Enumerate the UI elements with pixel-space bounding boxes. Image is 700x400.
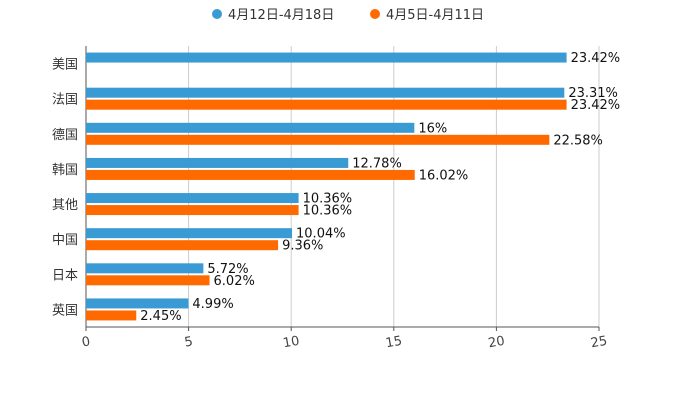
value-label-s1-3: 12.78% [352,156,402,171]
value-label-s2-3: 16.02% [419,168,469,183]
value-label-s2-5: 9.36% [282,239,323,254]
value-label-s2-2: 22.58% [553,133,603,148]
category-label-7: 英国 [52,303,78,318]
legend-marker-series-1 [212,8,222,19]
x-tick-label-1: 5 [183,334,194,350]
bar-s1-2 [86,122,415,133]
legend-item-series-2[interactable]: 4月5日-4月11日 [370,4,484,23]
value-label-s1-7: 4.99% [192,297,233,312]
category-label-3: 韩国 [52,163,78,178]
bar-s1-5 [86,228,293,239]
bar-s2-5 [86,240,279,251]
value-label-s1-0: 23.42% [571,51,621,66]
bar-s1-0 [86,52,567,63]
value-label-s1-4: 10.36% [303,192,353,207]
legend-label-series-2: 4月5日-4月11日 [386,8,485,23]
category-label-5: 中国 [52,233,78,248]
category-label-6: 日本 [52,268,78,283]
legend: 4月12日-4月18日 4月5日-4月11日 [0,4,700,23]
bar-s1-4 [86,193,299,204]
x-tick-label-5: 25 [590,334,609,352]
x-tick-label-4: 20 [487,334,506,352]
category-label-2: 德国 [52,128,78,143]
bar-s2-3 [86,169,415,180]
value-label-s2-4: 10.36% [303,204,353,219]
category-label-1: 法国 [52,93,78,108]
bar-s1-7 [86,298,189,309]
value-label-s1-1: 23.31% [568,86,618,101]
bar-s2-7 [86,310,137,321]
legend-item-series-1[interactable]: 4月12日-4月18日 [212,4,334,23]
x-tick-label-3: 15 [384,334,403,352]
value-label-s2-1: 23.42% [571,98,621,113]
category-label-4: 其他 [52,198,78,213]
value-label-s2-7: 2.45% [140,309,181,324]
value-label-s1-5: 10.04% [296,227,346,242]
x-tick-label-0: 0 [81,334,92,350]
value-label-s1-2: 16% [418,121,447,136]
bar-s1-6 [86,263,204,274]
bar-s2-1 [86,99,567,110]
legend-label-series-1: 4月12日-4月18日 [228,8,335,23]
legend-marker-series-2 [370,8,380,19]
value-label-s2-6: 6.02% [214,274,255,289]
bar-s1-1 [86,87,565,98]
bar-s1-3 [86,157,349,168]
bar-s2-4 [86,205,299,216]
x-tick-label-2: 10 [282,334,301,352]
bar-s2-2 [86,134,550,145]
value-label-s1-6: 5.72% [207,262,248,277]
bar-s2-6 [86,275,210,286]
category-label-0: 美国 [52,58,78,73]
